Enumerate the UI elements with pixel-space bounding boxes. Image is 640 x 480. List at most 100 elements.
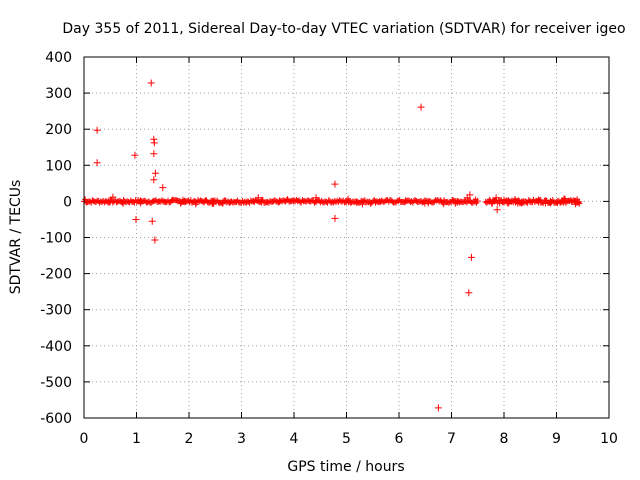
x-tick-label: 2: [185, 431, 194, 447]
data-point: [150, 150, 158, 158]
y-tick-label: 0: [63, 194, 72, 210]
band-point: [181, 197, 188, 204]
band-point: [290, 198, 297, 205]
band-point: [402, 198, 409, 205]
band-point: [526, 198, 533, 205]
data-point: [434, 404, 442, 412]
data-point: [493, 206, 501, 214]
band-point: [486, 196, 493, 203]
y-tick-label: -400: [40, 339, 72, 355]
band-point: [137, 200, 144, 207]
x-tick-label: 1: [132, 431, 141, 447]
band-point: [120, 200, 127, 207]
band-point: [572, 201, 579, 208]
band-point: [421, 200, 428, 207]
y-tick-label: -500: [40, 375, 72, 391]
y-tick-label: -300: [40, 303, 72, 319]
band-point: [490, 197, 497, 204]
data-point: [150, 139, 158, 147]
band-point: [500, 196, 507, 203]
band-point: [554, 200, 561, 207]
band-point: [210, 200, 217, 207]
band-point: [82, 196, 89, 203]
band-point: [372, 198, 379, 205]
x-tick-label: 7: [447, 431, 456, 447]
data-point: [93, 126, 101, 134]
band-point: [107, 198, 114, 205]
data-point: [151, 236, 159, 244]
data-point: [465, 289, 473, 297]
band-point: [276, 198, 283, 205]
band-point: [376, 197, 383, 204]
data-point: [331, 180, 339, 188]
data-point: [93, 159, 101, 167]
y-axis-label: SDTVAR / TECUs: [8, 180, 24, 295]
band-point: [284, 196, 291, 203]
y-tick-label: -100: [40, 231, 72, 247]
x-tick-label: 9: [552, 431, 561, 447]
y-tick-label: 300: [45, 86, 72, 102]
data-point: [150, 176, 158, 184]
x-tick-label: 10: [600, 431, 618, 447]
data-point: [417, 103, 425, 111]
data-point: [492, 194, 500, 202]
data-band: [81, 195, 583, 208]
data-point: [312, 194, 320, 202]
band-point: [574, 196, 581, 203]
x-tick-label: 0: [80, 431, 89, 447]
data-points: [93, 79, 501, 412]
y-tick-label: 200: [45, 122, 72, 138]
axis-ticks: 0 1 2 3 4 5 6 7 8 9 10 -600 -500 -400 -300 -200 -100 0 100…: [40, 50, 618, 447]
band-point: [440, 201, 447, 208]
data-point: [254, 194, 262, 202]
band-point: [535, 199, 542, 206]
data-point: [151, 169, 159, 177]
band-point: [202, 197, 209, 204]
band-point: [452, 200, 459, 207]
band-point: [177, 200, 184, 207]
band-point: [169, 196, 176, 203]
band-point: [192, 201, 199, 208]
band-point: [542, 197, 549, 204]
band-point: [243, 199, 250, 206]
x-tick-label: 5: [342, 431, 351, 447]
x-tick-label: 3: [237, 431, 246, 447]
chart-title: Day 355 of 2011, Sidereal Day-to-day VTE…: [62, 21, 625, 37]
band-point: [359, 201, 366, 208]
band-point: [568, 198, 575, 205]
band-point: [496, 200, 503, 207]
band-point: [105, 197, 112, 204]
y-tick-label: -600: [40, 411, 72, 427]
data-point: [109, 193, 117, 201]
y-tick-label: 400: [45, 50, 72, 66]
band-point: [250, 198, 257, 205]
x-axis-label: GPS time / hours: [287, 459, 404, 475]
band-point: [367, 200, 374, 207]
y-tick-label: -200: [40, 267, 72, 283]
x-tick-label: 8: [500, 431, 509, 447]
y-tick-label: 100: [45, 158, 72, 174]
band-point: [488, 200, 495, 207]
plot-frame: [83, 56, 610, 419]
band-point: [520, 198, 527, 205]
band-point: [562, 195, 569, 202]
band-point: [345, 199, 352, 206]
band-point: [226, 199, 233, 206]
band-point: [576, 200, 583, 207]
band-point: [547, 200, 554, 207]
band-point: [345, 195, 352, 202]
data-point: [147, 79, 155, 87]
data-point: [150, 135, 158, 143]
data-point: [159, 184, 167, 192]
band-point: [513, 198, 520, 205]
band-point: [506, 198, 513, 205]
data-point: [131, 151, 139, 159]
band-point: [219, 200, 226, 207]
grid-lines: [84, 57, 609, 418]
data-point: [466, 191, 474, 199]
band-point: [353, 200, 360, 207]
band-point: [472, 196, 479, 203]
x-tick-label: 4: [290, 431, 299, 447]
data-point: [331, 214, 339, 222]
